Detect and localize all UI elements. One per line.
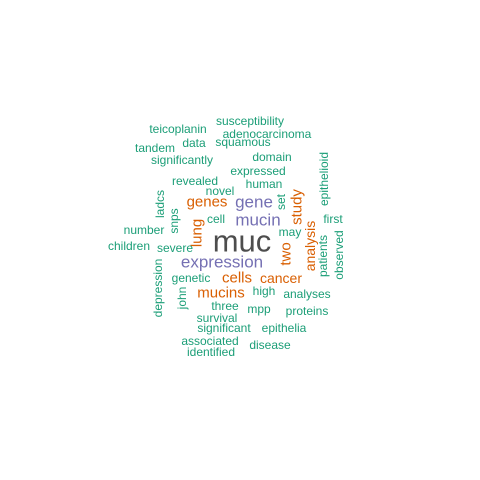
word-significantly: significantly	[150, 153, 214, 167]
word-snps: snps	[167, 208, 181, 234]
word-analysis: analysis	[302, 220, 318, 272]
word-proteins: proteins	[285, 304, 329, 318]
word-gene: gene	[235, 192, 273, 212]
word-three: three	[211, 299, 239, 313]
word-set: set	[274, 193, 288, 211]
word-identified: identified	[186, 345, 236, 359]
word-study: study	[288, 189, 306, 225]
word-may: may	[278, 225, 302, 239]
word-data: data	[182, 136, 206, 150]
word-high: high	[252, 284, 276, 298]
word-novel: novel	[205, 184, 235, 198]
word-squamous: squamous	[215, 135, 271, 149]
word-teicoplanin: teicoplanin	[149, 122, 207, 136]
word-expressed: expressed	[230, 164, 286, 178]
word-human: human	[245, 177, 283, 191]
word-first: first	[323, 212, 343, 226]
word-patients: patients	[316, 234, 330, 278]
word-associated: associated	[181, 334, 239, 348]
word-revealed: revealed	[171, 174, 219, 188]
word-depression: depression	[151, 258, 165, 318]
word-two: two	[277, 242, 295, 266]
word-analyses: analyses	[283, 287, 331, 301]
word-ladcs: ladcs	[153, 189, 167, 219]
word-severe: severe	[156, 241, 194, 255]
word-epithelioid: epithelioid	[317, 151, 331, 207]
word-tandem: tandem	[134, 141, 176, 155]
word-genes: genes	[186, 193, 228, 211]
word-domain: domain	[252, 150, 292, 164]
word-children: children	[107, 239, 151, 253]
word-survival: survival	[196, 311, 238, 325]
word-cell: cell	[206, 212, 226, 226]
word-epithelia: epithelia	[261, 321, 307, 335]
word-cancer: cancer	[259, 270, 303, 286]
word-number: number	[123, 223, 165, 237]
word-john: john	[175, 286, 189, 310]
word-genetic: genetic	[171, 271, 211, 285]
word-muc: muc	[212, 223, 272, 259]
word-observed: observed	[332, 230, 346, 280]
word-adenocarcinoma: adenocarcinoma	[222, 127, 312, 141]
word-expression: expression	[180, 252, 264, 272]
word-cells: cells	[221, 269, 253, 287]
word-susceptibility: susceptibility	[215, 114, 285, 128]
word-significant: significant	[197, 321, 251, 335]
word-mucin: mucin	[235, 210, 281, 230]
word-mucins: mucins	[197, 284, 245, 302]
word-disease: disease	[249, 338, 291, 352]
word-mpp: mpp	[247, 302, 271, 316]
